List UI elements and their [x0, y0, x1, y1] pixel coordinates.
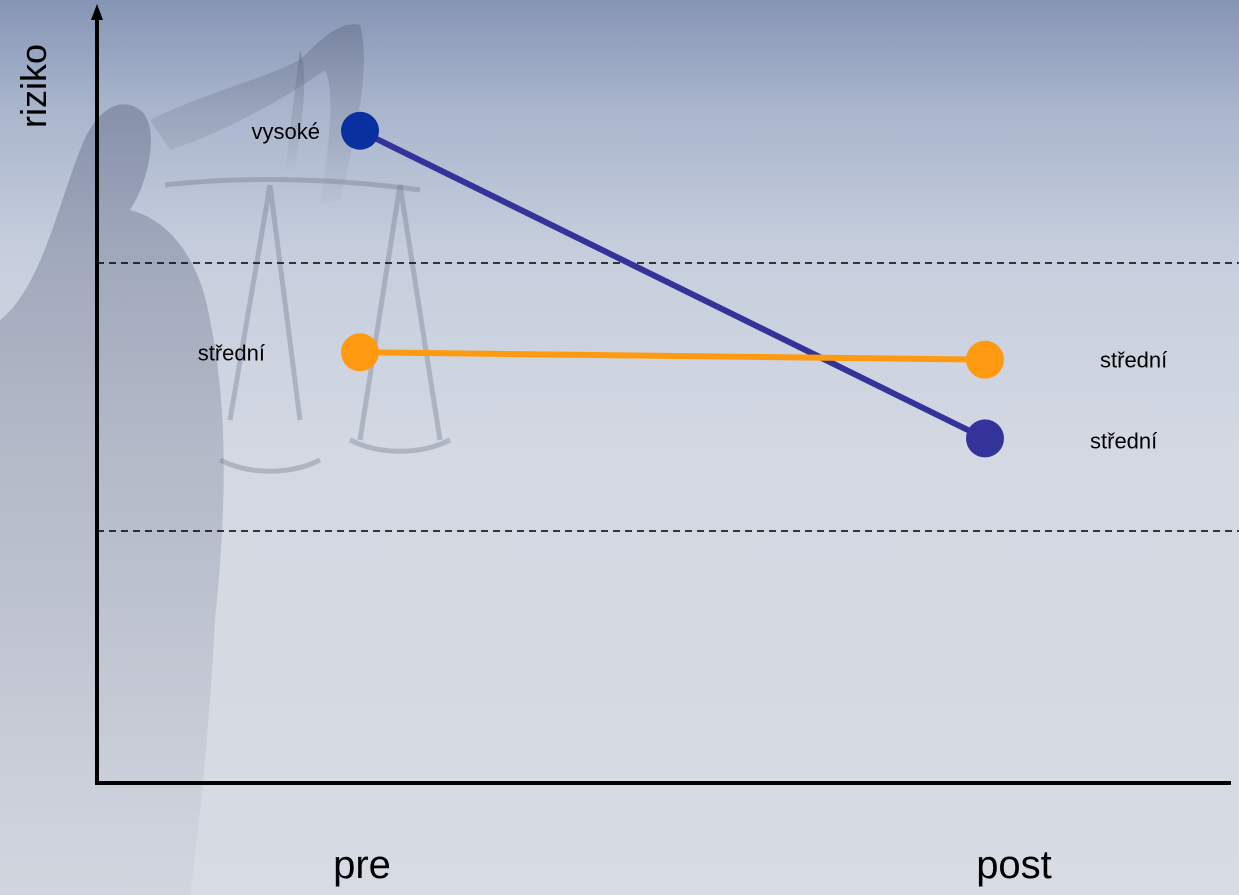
justice-statue-watermark — [0, 24, 364, 895]
y-axis-title: riziko — [13, 44, 54, 128]
scales-watermark — [164, 177, 452, 474]
series-1-point-pre — [341, 333, 379, 372]
series-0-line — [358, 128, 987, 442]
series-0-label-post: střední — [1090, 428, 1157, 453]
x-tick-label-pre: pre — [333, 843, 391, 887]
series-0-point-pre — [341, 111, 379, 150]
series-layer: vysoké střední střední střední — [198, 111, 1167, 458]
series-1-label-post: střední — [1100, 348, 1167, 373]
series-1-point-post — [966, 340, 1004, 379]
series-1-label-pre: střední — [198, 340, 265, 365]
y-axis-arrow-icon — [91, 4, 103, 20]
series-0-label-pre: vysoké — [252, 119, 320, 144]
series-1-line — [359, 349, 986, 363]
series-0-point-post — [966, 419, 1004, 458]
x-tick-label-post: post — [976, 843, 1052, 887]
